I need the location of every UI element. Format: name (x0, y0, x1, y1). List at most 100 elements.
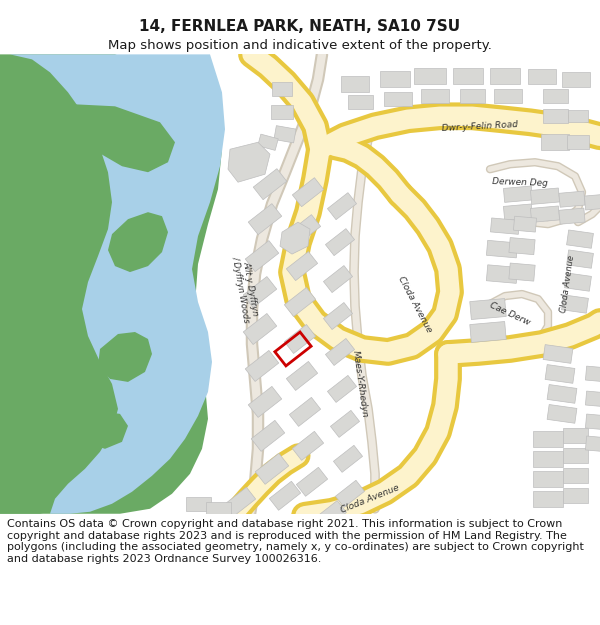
Bar (487, 241, 518, 258)
Text: Contains OS data © Crown copyright and database right 2021. This information is : Contains OS data © Crown copyright and d… (7, 519, 584, 564)
Bar (490, 68, 520, 84)
Bar (328, 192, 356, 219)
Bar (380, 71, 410, 88)
Bar (384, 92, 412, 106)
Bar (562, 72, 590, 87)
Polygon shape (75, 104, 175, 172)
Polygon shape (0, 54, 222, 514)
Bar (258, 134, 278, 151)
Bar (286, 252, 317, 281)
Bar (460, 89, 485, 103)
Bar (565, 273, 592, 291)
Bar (528, 69, 556, 84)
Bar (245, 241, 279, 272)
Bar (248, 204, 282, 234)
Text: 14, FERNLEA PARK, NEATH, SA10 7SU: 14, FERNLEA PARK, NEATH, SA10 7SU (139, 19, 461, 34)
Bar (274, 126, 296, 143)
Bar (586, 414, 600, 430)
Bar (296, 468, 328, 496)
Bar (275, 332, 311, 366)
Bar (323, 266, 353, 292)
Bar (185, 497, 211, 511)
Bar (289, 398, 320, 426)
Bar (269, 481, 301, 510)
Bar (563, 488, 587, 503)
Bar (567, 135, 589, 149)
Bar (341, 76, 369, 92)
Bar (533, 431, 563, 447)
Bar (286, 361, 317, 391)
Bar (421, 89, 449, 103)
Bar (271, 105, 293, 119)
Text: Cloda Avenue: Cloda Avenue (397, 274, 434, 334)
Bar (559, 208, 585, 224)
Bar (547, 404, 577, 423)
Bar (453, 68, 483, 84)
Polygon shape (0, 384, 95, 449)
Bar (243, 276, 277, 308)
Bar (487, 265, 518, 283)
Bar (503, 186, 533, 202)
Bar (566, 250, 593, 268)
Bar (253, 169, 287, 200)
Polygon shape (280, 222, 310, 254)
Polygon shape (108, 212, 168, 272)
Bar (251, 421, 285, 451)
Bar (414, 68, 446, 84)
Bar (325, 229, 355, 256)
Bar (490, 218, 520, 234)
Bar (586, 391, 600, 407)
Bar (284, 324, 316, 354)
Polygon shape (98, 332, 152, 382)
Bar (509, 263, 535, 281)
Bar (470, 321, 506, 342)
Text: Cloda Avenue: Cloda Avenue (340, 483, 401, 514)
Text: Allt y Dyffryn
/ Dyffryn Woods: Allt y Dyffryn / Dyffryn Woods (230, 254, 262, 324)
Bar (586, 436, 600, 452)
Bar (335, 480, 365, 508)
Bar (503, 204, 533, 221)
Text: Maes-Y-Rhedyn: Maes-Y-Rhedyn (351, 349, 369, 418)
Bar (494, 89, 522, 103)
Text: Dwr-y-Felin Road: Dwr-y-Felin Road (442, 120, 518, 132)
Bar (533, 491, 563, 507)
Polygon shape (0, 484, 60, 514)
Bar (562, 295, 589, 313)
Bar (545, 364, 575, 383)
Bar (533, 451, 563, 467)
Polygon shape (10, 54, 225, 514)
Bar (566, 230, 593, 248)
Bar (547, 384, 577, 403)
Bar (205, 502, 230, 516)
Bar (563, 428, 587, 443)
Bar (325, 339, 355, 366)
Text: Derwen Deg: Derwen Deg (492, 177, 548, 187)
Bar (542, 109, 568, 123)
Bar (586, 366, 600, 382)
Polygon shape (228, 142, 270, 182)
Bar (243, 314, 277, 344)
Bar (331, 411, 359, 437)
Bar (224, 488, 256, 516)
Bar (328, 376, 356, 402)
Text: Cloda Avenue: Cloda Avenue (560, 255, 577, 313)
Bar (284, 288, 316, 316)
Bar (584, 194, 600, 210)
Text: Map shows position and indicative extent of the property.: Map shows position and indicative extent… (108, 39, 492, 51)
Bar (530, 188, 560, 204)
Bar (314, 501, 346, 531)
Bar (245, 351, 279, 381)
Bar (568, 110, 588, 123)
Bar (530, 206, 560, 222)
Polygon shape (88, 412, 128, 449)
Bar (334, 446, 362, 472)
Text: Cae Derw: Cae Derw (488, 301, 532, 328)
Bar (289, 214, 320, 244)
Bar (533, 471, 563, 487)
Bar (563, 448, 587, 463)
Bar (541, 134, 569, 150)
Bar (509, 238, 535, 254)
Bar (323, 302, 353, 329)
Bar (292, 177, 323, 207)
Bar (248, 386, 282, 418)
